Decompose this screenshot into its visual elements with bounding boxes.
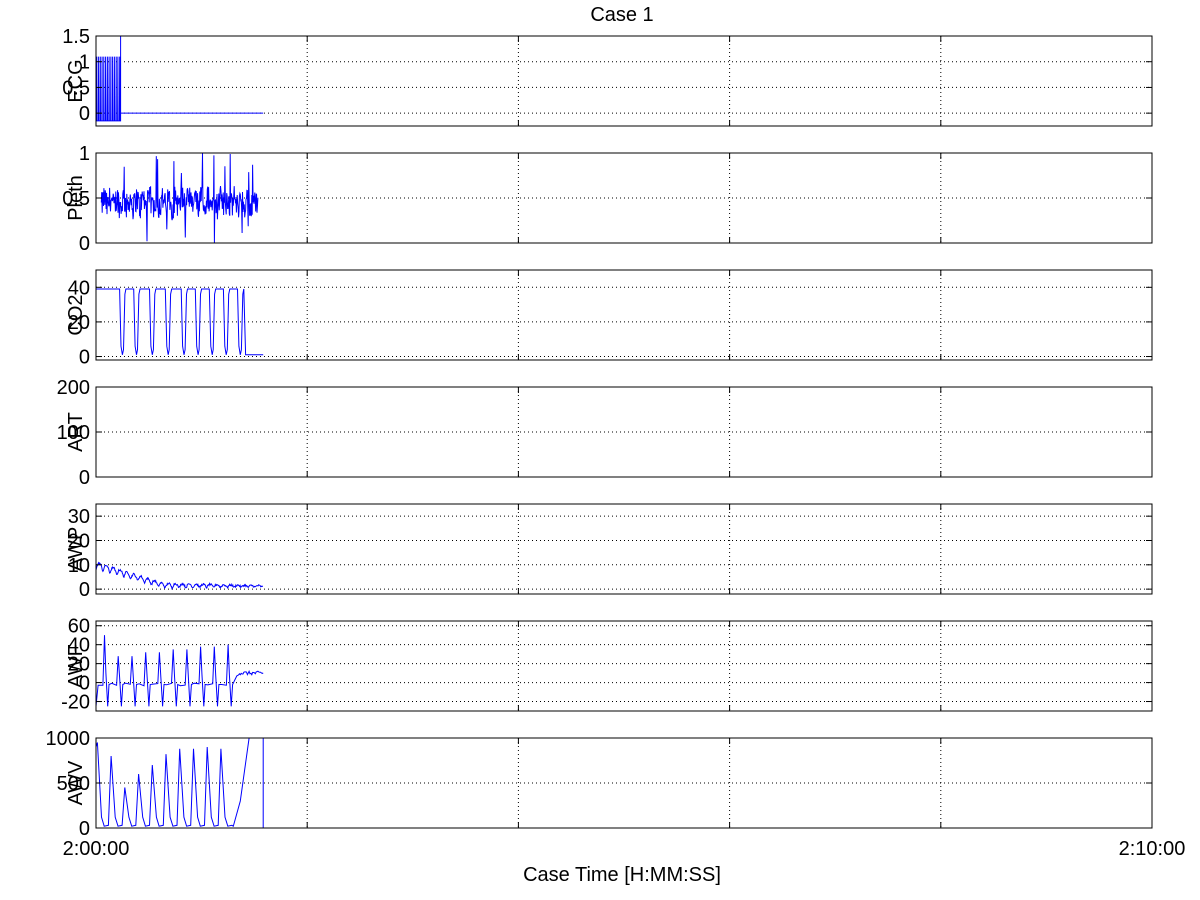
x-end-tick-label: 2:10:00	[1119, 838, 1186, 860]
plot-area	[96, 270, 1152, 360]
y-tick-label: 30	[68, 506, 90, 528]
x-axis-label: Case Time [H:MM:SS]	[523, 864, 721, 886]
y-axis-label: ART	[65, 412, 87, 452]
y-axis-label: Pleth	[65, 175, 87, 221]
y-tick-label: 0	[79, 103, 90, 125]
y-axis-label: ECG	[65, 59, 87, 102]
figure-title: Case 1	[590, 4, 653, 26]
y-axis-label: AWP	[65, 527, 87, 572]
y-tick-label: 60	[68, 616, 90, 638]
y-tick-label: 200	[57, 377, 90, 399]
plot-area	[96, 621, 1152, 711]
y-tick-label: 0	[79, 579, 90, 601]
y-tick-label: 1	[79, 143, 90, 165]
y-tick-label: -20	[61, 692, 90, 714]
y-tick-label: 0	[79, 818, 90, 840]
y-tick-label: 0	[79, 347, 90, 369]
y-tick-label: 1000	[46, 728, 91, 750]
y-axis-label: AWV	[65, 760, 87, 805]
y-axis-label: AWF	[65, 644, 87, 688]
plot-area	[96, 504, 1152, 594]
plot-area	[96, 36, 1152, 126]
y-tick-label: 1.5	[62, 26, 90, 48]
y-tick-label: 0	[79, 233, 90, 255]
x-start-tick-label: 2:00:00	[63, 838, 130, 860]
y-tick-label: 0	[79, 467, 90, 489]
y-axis-label: CO2	[65, 294, 87, 335]
